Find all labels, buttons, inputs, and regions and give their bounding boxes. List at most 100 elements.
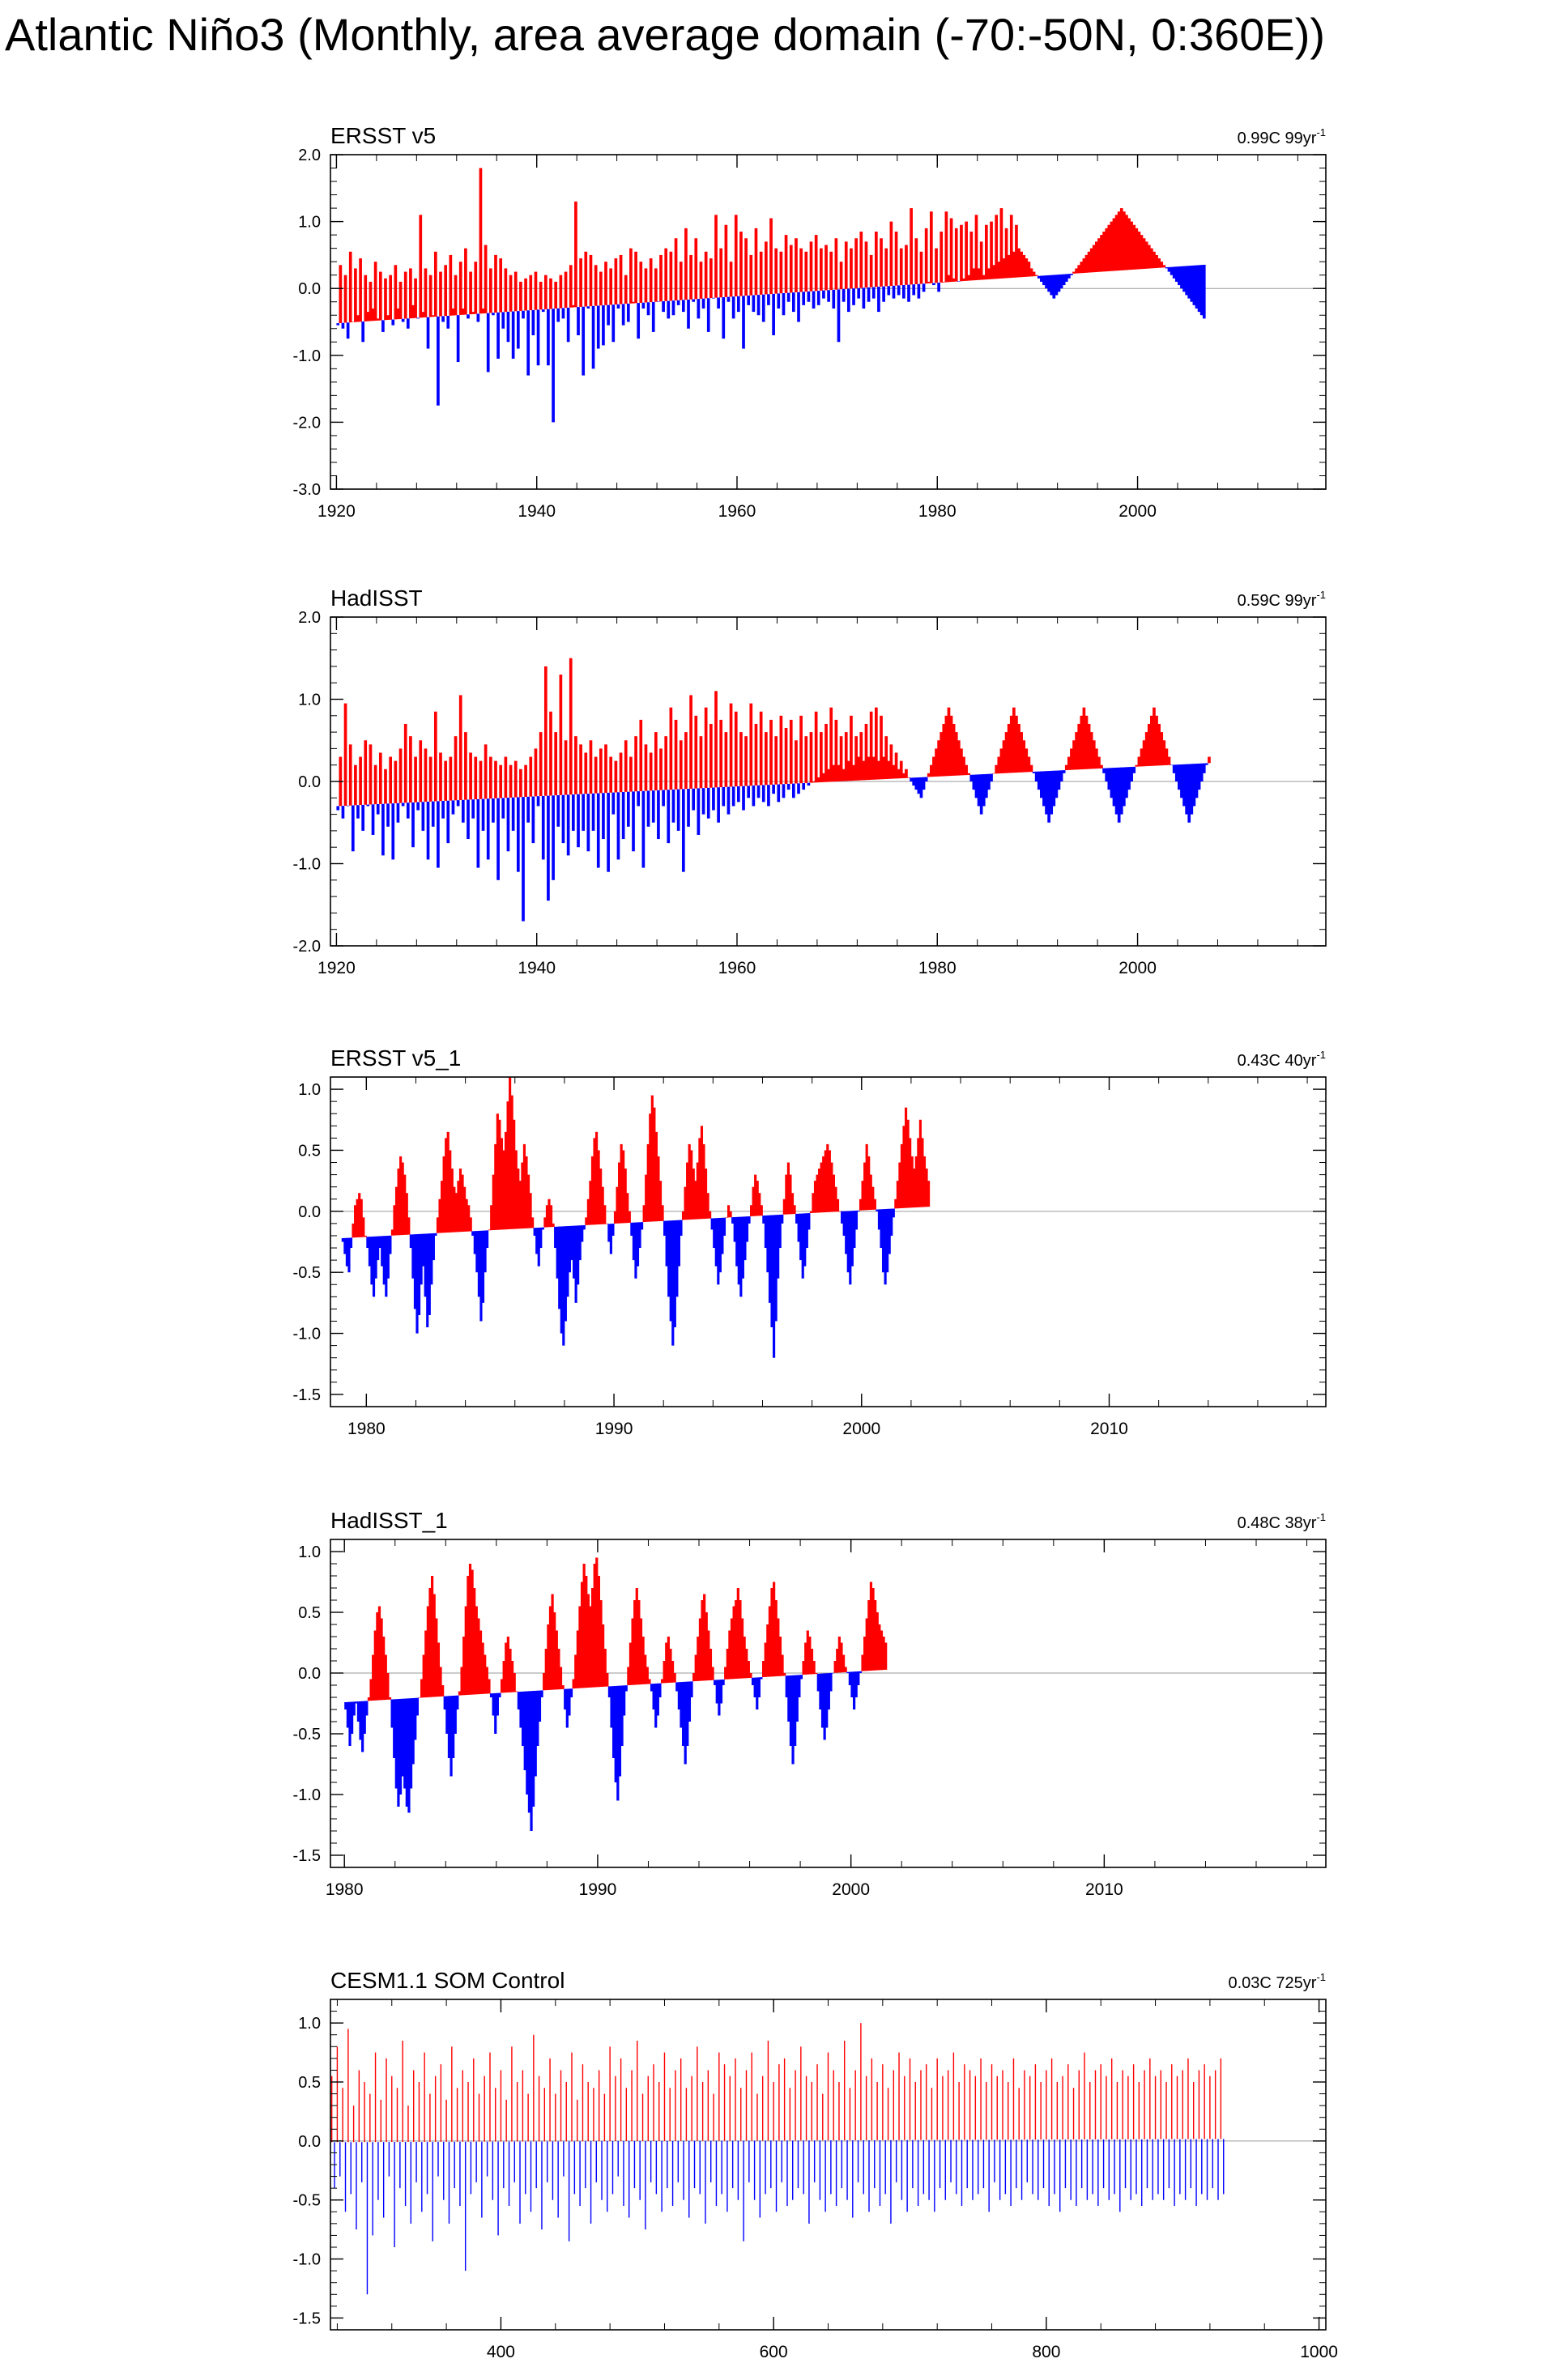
data-bar bbox=[343, 703, 347, 806]
data-bar bbox=[572, 1225, 576, 1279]
data-bar bbox=[711, 1667, 714, 1680]
data-bar bbox=[603, 1649, 607, 1687]
data-bar bbox=[921, 1138, 924, 1207]
data-bar bbox=[541, 309, 545, 313]
data-bar bbox=[751, 1677, 755, 1685]
data-bar bbox=[830, 1162, 833, 1212]
data-bar bbox=[760, 1205, 763, 1216]
data-bar bbox=[865, 1618, 868, 1671]
data-bar bbox=[561, 1685, 565, 1689]
data-bar bbox=[437, 801, 440, 868]
x-tick-label: 1990 bbox=[579, 1880, 617, 1899]
data-bar bbox=[740, 1618, 744, 1679]
data-bar bbox=[419, 740, 423, 803]
x-tick-label: 1940 bbox=[518, 502, 556, 521]
data-bar bbox=[403, 271, 407, 319]
data-bar bbox=[476, 798, 480, 868]
data-bar bbox=[434, 1233, 437, 1236]
data-bar bbox=[439, 1667, 442, 1697]
data-bar bbox=[874, 1600, 877, 1671]
data-bar bbox=[584, 752, 588, 794]
data-bar bbox=[570, 1225, 573, 1261]
data-bar bbox=[545, 1205, 549, 1228]
x-tick-label: 1980 bbox=[347, 1420, 386, 1438]
data-bar bbox=[754, 228, 758, 296]
data-bar bbox=[804, 736, 808, 783]
data-bar bbox=[624, 1685, 628, 1692]
data-bar bbox=[662, 301, 665, 313]
data-bar bbox=[871, 756, 876, 780]
data-bar bbox=[1059, 274, 1063, 289]
data-bar bbox=[1057, 770, 1061, 790]
data-bar bbox=[917, 1138, 920, 1207]
data-bar bbox=[411, 1697, 415, 1765]
data-bar bbox=[696, 1162, 699, 1220]
data-bar bbox=[574, 1225, 577, 1303]
data-bar bbox=[1089, 732, 1093, 769]
data-bar bbox=[616, 1685, 620, 1801]
data-bar bbox=[426, 801, 430, 860]
data-bar bbox=[1034, 275, 1038, 276]
data-bar bbox=[534, 1690, 537, 1777]
data-bar bbox=[629, 248, 633, 304]
data-bar bbox=[660, 1679, 664, 1684]
data-bar bbox=[812, 291, 816, 309]
y-tick-label: 0.5 bbox=[298, 1142, 321, 1160]
data-bar bbox=[724, 1667, 727, 1680]
data-bar bbox=[633, 1600, 637, 1685]
panel-cesm-som-control: -1.5 -1.0 -0.5 0.0 0.5 1.0 400 600 800 1000 CESM1.… bbox=[293, 1968, 1338, 2361]
data-bar bbox=[957, 740, 961, 776]
data-bar bbox=[589, 254, 593, 307]
data-bar bbox=[548, 1606, 552, 1690]
y-tick-label: -1.0 bbox=[293, 2251, 321, 2269]
data-bar bbox=[719, 248, 723, 298]
data-bar bbox=[871, 1186, 875, 1210]
data-bar bbox=[1062, 274, 1066, 286]
data-bar bbox=[894, 231, 898, 286]
data-bar bbox=[846, 1671, 850, 1673]
data-bar bbox=[356, 1199, 359, 1238]
data-bar bbox=[468, 1564, 472, 1695]
data-bar bbox=[709, 1649, 713, 1680]
data-bar bbox=[849, 1211, 852, 1285]
y-tick-label: 1.0 bbox=[298, 214, 321, 232]
data-bar bbox=[795, 740, 798, 784]
data-bar bbox=[736, 1588, 739, 1679]
data-bar bbox=[1087, 723, 1091, 769]
data-bar bbox=[1032, 271, 1036, 277]
data-bar bbox=[1082, 707, 1086, 769]
data-bar bbox=[574, 1654, 577, 1688]
data-bar bbox=[355, 1701, 358, 1704]
trend-label: 0.59C 99yr-1 bbox=[1238, 589, 1326, 610]
data-bar bbox=[1055, 275, 1059, 296]
y-tick-label: 1.0 bbox=[298, 1081, 321, 1099]
data-bar bbox=[641, 790, 646, 868]
data-bar bbox=[347, 1237, 351, 1273]
data-bar bbox=[878, 1624, 881, 1671]
data-bar bbox=[922, 1156, 927, 1207]
data-bar bbox=[654, 268, 658, 302]
data-bar bbox=[773, 1215, 776, 1358]
data-bar bbox=[709, 258, 713, 299]
data-bar bbox=[538, 1690, 542, 1722]
data-bar bbox=[499, 258, 503, 313]
data-bar bbox=[389, 1235, 392, 1254]
y-tick-label: -2.0 bbox=[293, 938, 321, 956]
data-bar bbox=[426, 1606, 429, 1697]
data-bar bbox=[614, 1685, 617, 1782]
data-bar bbox=[415, 1697, 419, 1716]
data-bar bbox=[348, 251, 352, 323]
data-bar bbox=[914, 777, 918, 790]
data-bar bbox=[649, 1113, 652, 1222]
data-bar bbox=[619, 752, 623, 793]
data-bar bbox=[709, 1211, 712, 1219]
data-bar bbox=[839, 736, 843, 781]
data-bar bbox=[1022, 740, 1026, 773]
data-bar bbox=[777, 1215, 780, 1279]
data-bar bbox=[676, 300, 680, 305]
data-bar bbox=[624, 275, 628, 304]
data-bar bbox=[1055, 770, 1059, 798]
data-bar bbox=[857, 1671, 860, 1685]
data-bar bbox=[1199, 265, 1204, 316]
data-bar bbox=[461, 308, 465, 315]
